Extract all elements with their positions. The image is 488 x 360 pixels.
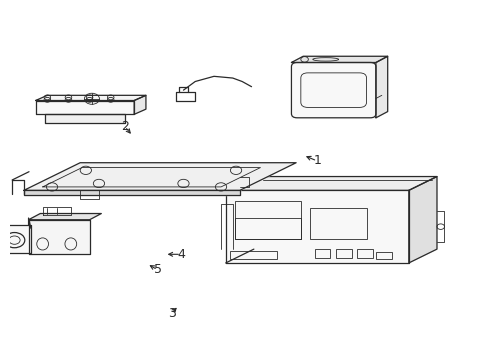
Polygon shape: [28, 213, 101, 220]
Polygon shape: [375, 56, 387, 118]
Bar: [335, 249, 351, 258]
Text: 1: 1: [313, 154, 321, 167]
Polygon shape: [36, 100, 134, 114]
Bar: [230, 251, 277, 260]
Polygon shape: [225, 190, 408, 263]
Bar: [309, 208, 366, 239]
Bar: [314, 249, 330, 258]
Bar: [235, 201, 300, 239]
Bar: [375, 252, 391, 260]
Polygon shape: [291, 56, 387, 63]
Polygon shape: [0, 225, 31, 253]
Text: 3: 3: [167, 307, 175, 320]
Text: 4: 4: [177, 248, 184, 261]
Polygon shape: [36, 95, 145, 100]
Polygon shape: [134, 95, 145, 114]
Polygon shape: [24, 163, 296, 190]
Text: 5: 5: [153, 264, 162, 276]
Text: 2: 2: [121, 120, 128, 133]
Bar: [235, 218, 300, 239]
Polygon shape: [408, 176, 436, 263]
Polygon shape: [225, 176, 436, 190]
Polygon shape: [24, 190, 239, 194]
Polygon shape: [291, 63, 375, 118]
Polygon shape: [28, 220, 89, 254]
Polygon shape: [45, 114, 124, 123]
Bar: [356, 249, 372, 258]
